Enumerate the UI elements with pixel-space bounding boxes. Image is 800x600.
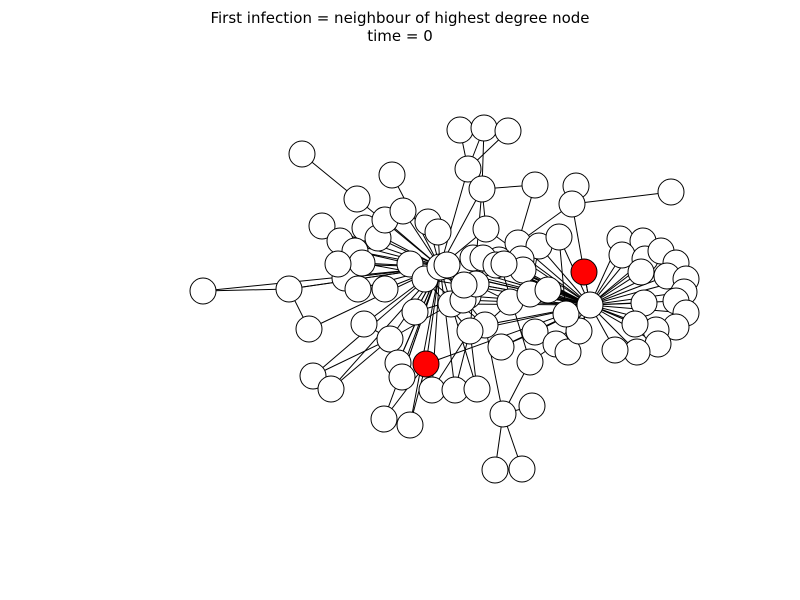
graph-node: [389, 197, 417, 225]
graph-node: [378, 161, 406, 189]
graph-node: [317, 375, 345, 403]
infected-node: [570, 258, 598, 286]
graph-edge: [383, 266, 441, 420]
graph-node: [545, 223, 573, 251]
infected-node: [412, 350, 440, 378]
figure-title-block: First infection = neighbour of highest d…: [0, 9, 800, 45]
graph-node: [470, 114, 498, 142]
graph-node: [388, 363, 416, 391]
graph-node: [508, 455, 536, 483]
graph-node: [516, 348, 544, 376]
graph-node: [490, 250, 518, 278]
graph-node: [487, 333, 515, 361]
graph-node: [468, 175, 496, 203]
figure-subtitle: time = 0: [367, 27, 433, 45]
graph-node: [657, 178, 685, 206]
graph-node: [463, 375, 491, 403]
graph-node: [518, 392, 546, 420]
graph-node: [521, 171, 549, 199]
graph-edge: [484, 324, 504, 415]
graph-node: [601, 336, 629, 364]
graph-node: [343, 185, 371, 213]
graph-node: [275, 275, 303, 303]
graph-node: [576, 291, 604, 319]
graph-node: [348, 249, 376, 277]
graph-node: [189, 277, 217, 305]
graph-edge: [589, 275, 668, 306]
graph-node: [554, 338, 582, 366]
graph-edge: [571, 191, 672, 205]
graph-node: [627, 258, 655, 286]
graph-node: [494, 117, 522, 145]
graph-node: [481, 456, 509, 484]
graph-edge: [202, 288, 290, 292]
graph-node: [350, 310, 378, 338]
graph-node: [295, 315, 323, 343]
graph-node: [288, 140, 316, 168]
figure-title: First infection = neighbour of highest d…: [210, 9, 590, 27]
graph-node: [456, 317, 484, 345]
graph-edge: [439, 168, 469, 268]
graph-node: [558, 190, 586, 218]
graph-node: [489, 400, 517, 428]
graph-node: [446, 116, 474, 144]
graph-node: [424, 218, 452, 246]
graph-node: [450, 271, 478, 299]
graph-node: [552, 300, 580, 328]
graph-edge: [356, 198, 441, 268]
graph-edge: [409, 266, 441, 426]
graph-edge: [571, 203, 591, 306]
graph-edge: [312, 338, 391, 377]
graph-edge: [439, 266, 456, 391]
graph-node: [621, 310, 649, 338]
graph-node: [521, 318, 549, 346]
graph-node: [324, 250, 352, 278]
graph-node: [371, 275, 399, 303]
graph-edge: [485, 228, 591, 306]
graph-node: [454, 155, 482, 183]
graph-node: [401, 298, 429, 326]
graph-node: [370, 405, 398, 433]
graph-node: [376, 325, 404, 353]
graph-node: [472, 215, 500, 243]
graph-node: [418, 376, 446, 404]
graph-node: [344, 275, 372, 303]
graph-node: [433, 251, 461, 279]
node-layer: [189, 114, 700, 484]
graph-node: [534, 276, 562, 304]
graph-node: [396, 411, 424, 439]
graph-node: [308, 212, 336, 240]
